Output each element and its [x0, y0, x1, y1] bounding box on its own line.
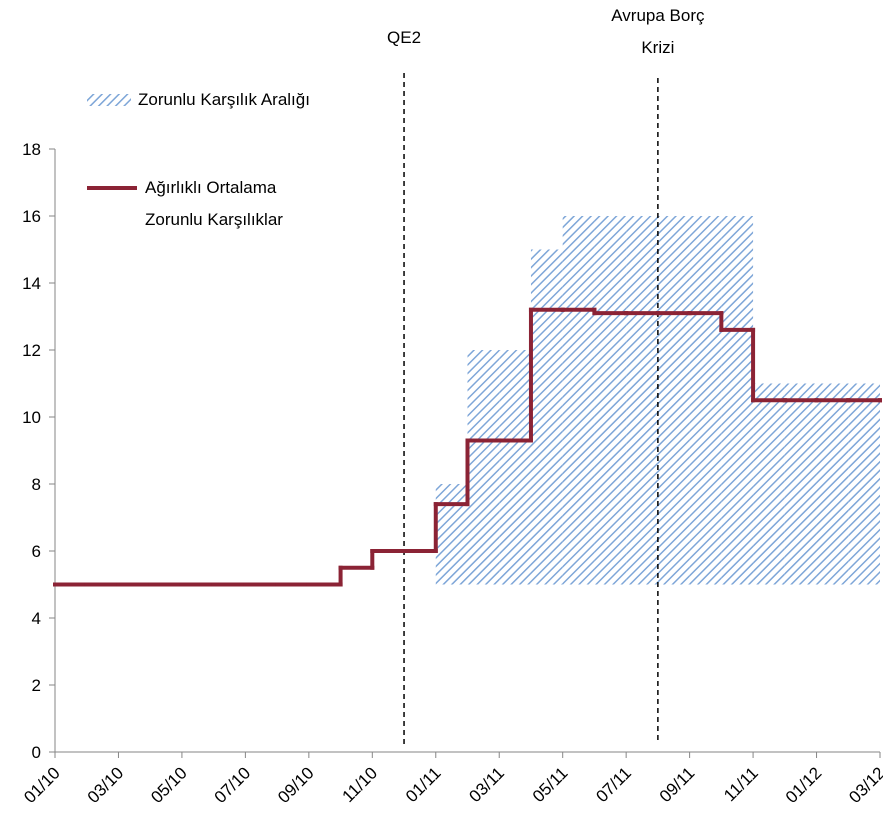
legend-label: Zorunlu Karşılık Aralığı — [138, 90, 310, 109]
x-tick-label: 01/11 — [402, 763, 445, 806]
event-label: Avrupa Borç Krizi — [611, 6, 705, 57]
y-tick-label: 14 — [22, 274, 41, 293]
range-band — [562, 216, 595, 585]
y-tick-label: 2 — [32, 676, 41, 695]
x-tick-label: 03/12 — [845, 763, 883, 807]
range-band — [467, 350, 500, 585]
range-band — [689, 216, 722, 585]
y-tick-label: 6 — [32, 542, 41, 561]
legend-swatch — [87, 94, 131, 106]
range-band — [499, 350, 531, 585]
y-tick-label: 10 — [22, 408, 41, 427]
x-tick-label: 03/10 — [84, 763, 128, 807]
x-tick-label: 03/11 — [465, 763, 508, 806]
x-tick-label: 01/10 — [20, 763, 64, 807]
x-tick-label: 01/12 — [782, 763, 826, 807]
range-band — [816, 383, 849, 585]
x-tick-label: 09/10 — [274, 763, 318, 807]
y-tick-label: 0 — [32, 743, 41, 762]
range-band — [626, 216, 658, 585]
x-tick-label: 09/11 — [656, 763, 699, 806]
legend-label: Ağırlıklı Ortalama Zorunlu Karşılıklar — [145, 178, 283, 229]
range-band — [753, 383, 785, 585]
x-tick-label: 05/10 — [147, 763, 191, 807]
y-tick-label: 16 — [22, 207, 41, 226]
x-tick-label: 07/10 — [211, 763, 255, 807]
y-tick-label: 8 — [32, 475, 41, 494]
range-band — [784, 383, 817, 585]
y-tick-label: 4 — [32, 609, 41, 628]
y-tick-label: 12 — [22, 341, 41, 360]
range-band — [848, 383, 880, 585]
range-band — [594, 216, 627, 585]
x-tick-label: 05/11 — [529, 763, 572, 806]
event-label: QE2 — [387, 28, 422, 47]
range-band — [657, 216, 690, 585]
y-tick-label: 18 — [22, 140, 41, 159]
range-band — [530, 249, 563, 585]
x-tick-label: 07/11 — [592, 763, 635, 806]
range-band — [721, 216, 754, 585]
x-tick-label: 11/10 — [339, 763, 382, 806]
x-tick-label: 11/11 — [720, 763, 762, 805]
range-band — [435, 484, 468, 585]
